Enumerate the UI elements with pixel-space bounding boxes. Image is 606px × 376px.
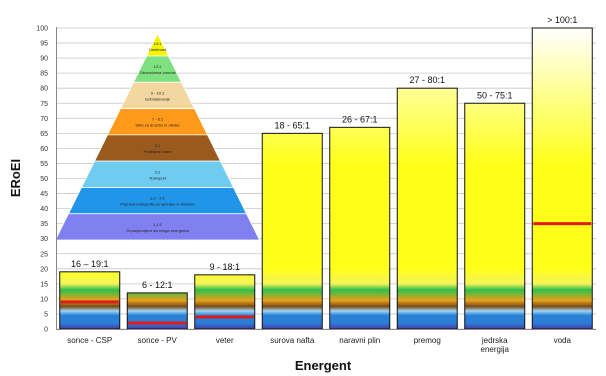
y-tick-label: 100 [36, 26, 48, 33]
category-label: voda [554, 336, 572, 345]
category-label: energija [481, 345, 510, 354]
red-markers [60, 222, 592, 325]
category-label: veter [216, 336, 234, 345]
bar [59, 271, 121, 330]
bar-marker [195, 315, 254, 319]
data-label: 9 - 18:1 [209, 262, 240, 272]
y-tick-label: 75 [40, 101, 48, 108]
pyramid-ratio: 1,2 - 2:1 [150, 196, 165, 201]
y-tick-label: 10 [40, 296, 48, 303]
pyramid-label: Črpanje/zajem surovega energenta [126, 228, 189, 233]
pyramid-ratio: 1,1:1 [153, 222, 163, 227]
bar [194, 274, 256, 330]
pyramid-ratio: 14:1 [154, 41, 163, 46]
data-label: 16 – 19:1 [71, 259, 109, 269]
category-label: jedrska [481, 336, 508, 345]
y-tick-label: 40 [40, 206, 48, 213]
pyramid-ratio: 9 - 10:1 [151, 90, 165, 95]
y-tick-label: 70 [40, 116, 48, 123]
bar [464, 102, 526, 330]
bars [59, 27, 593, 330]
y-tick-label: 15 [40, 281, 48, 288]
pyramid-level [54, 213, 261, 241]
category-label: sonce - CSP [67, 336, 112, 345]
bar [396, 87, 458, 330]
category-label: naravni plin [339, 336, 380, 345]
y-tick-labels: 0 5 10 15 20 25 30 35 40 45 50 55 60 65 70 75 80 85 90 95 10… [36, 26, 48, 334]
category-label: premog [414, 336, 441, 345]
bar [261, 132, 323, 330]
y-tick-label: 55 [40, 161, 48, 168]
bar-marker [533, 222, 592, 226]
pyramid-label: Zdravstvena varnost [139, 70, 176, 75]
bar-marker [60, 300, 119, 304]
pyramid-label: Izobraževanje [145, 96, 171, 101]
y-tick-label: 60 [40, 146, 48, 153]
pyramid-ratio: 7 - 8:1 [152, 117, 164, 122]
y-axis-title: ERoEI [8, 159, 23, 197]
pyramid-ratio: 12:1 [154, 64, 163, 69]
data-label: 6 - 12:1 [142, 280, 173, 290]
y-tick-label: 5 [44, 311, 48, 318]
bar [531, 27, 593, 330]
y-tick-label: 85 [40, 71, 48, 78]
pyramid-label: Umetnost [149, 47, 167, 52]
bar [329, 126, 391, 330]
y-tick-label: 45 [40, 191, 48, 198]
y-tick-label: 50 [40, 176, 48, 183]
data-labels: 16 – 19:1 6 - 12:1 9 - 18:1 18 - 65:1 26 - 6… [71, 15, 577, 290]
y-tick-label: 95 [40, 41, 48, 48]
pyramid-level [93, 134, 222, 162]
x-axis-title: Energent [295, 358, 352, 373]
category-labels: sonce - CSP sonce - PV veter surova nafta na… [67, 336, 571, 354]
bar-marker [128, 321, 187, 325]
data-label: 50 - 75:1 [477, 90, 513, 100]
category-label: surova nafta [270, 336, 315, 345]
data-label: 18 - 65:1 [274, 120, 310, 130]
pyramid-label: Pridelava hrane [143, 149, 172, 154]
pyramid-label: Transport [149, 175, 167, 180]
data-label: > 100:1 [547, 15, 577, 25]
y-tick-label: 20 [40, 266, 48, 273]
pyramid-label: Priprava energenta za uporabo in dostavo [120, 202, 195, 207]
y-tick-label: 35 [40, 221, 48, 228]
pyramid-label: Skrb za družino in otroke [135, 123, 180, 128]
y-tick-label: 30 [40, 236, 48, 243]
pyramid-ratio: 5:1 [155, 143, 161, 148]
category-label: sonce - PV [138, 336, 178, 345]
pyramid-ratio: 3:1 [155, 169, 161, 174]
y-tick-label: 0 [44, 327, 48, 334]
y-tick-label: 25 [40, 251, 48, 258]
data-label: 27 - 80:1 [409, 75, 445, 85]
data-label: 26 - 67:1 [342, 114, 378, 124]
y-tick-label: 80 [40, 86, 48, 93]
y-tick-label: 65 [40, 131, 48, 138]
y-tick-label: 90 [40, 56, 48, 63]
